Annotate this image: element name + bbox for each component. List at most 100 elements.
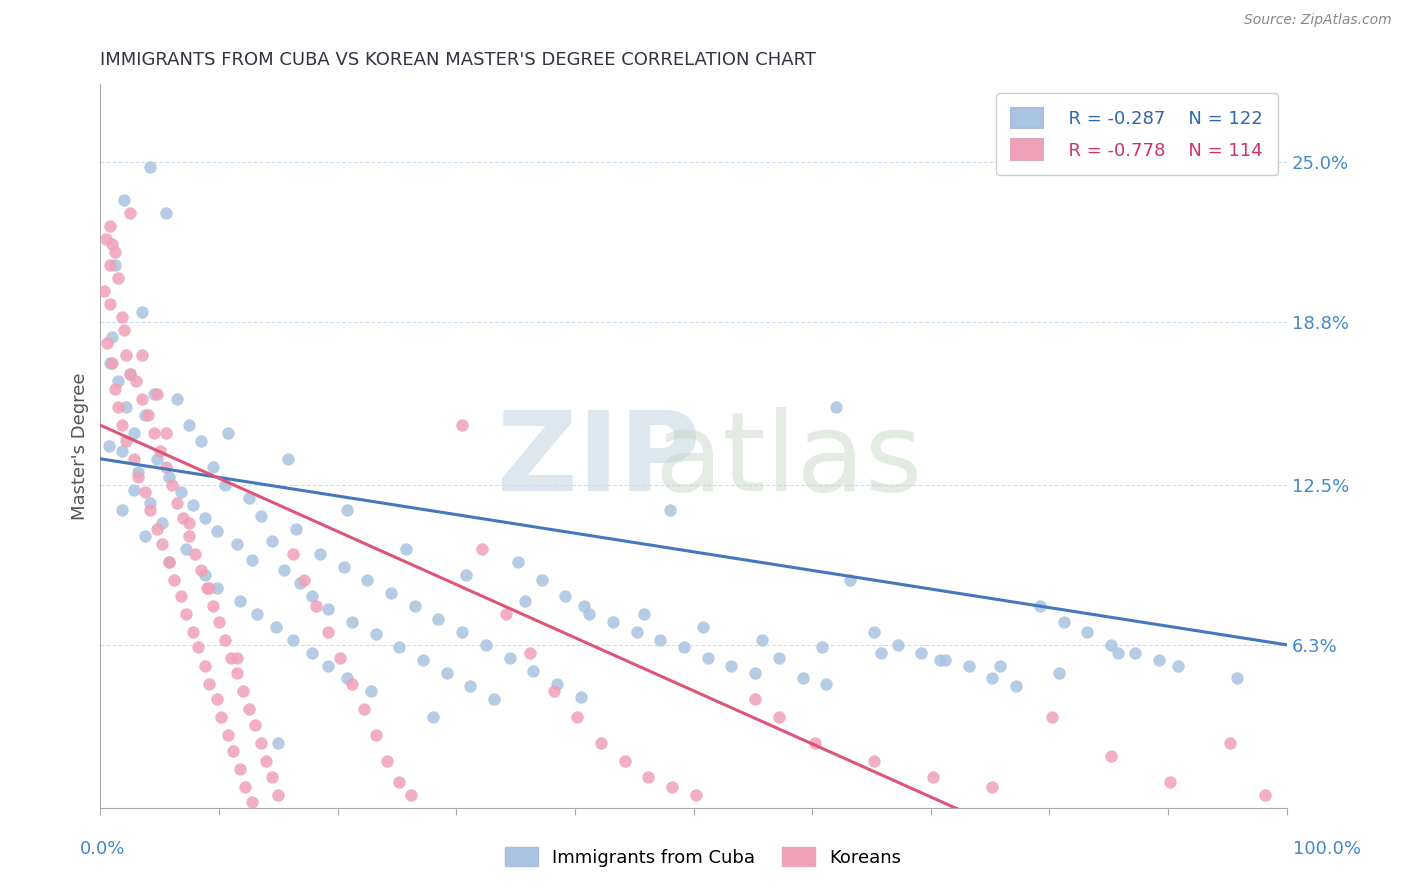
Point [225,650,247,665]
Point [1053,615,1076,629]
Point [198,581,221,595]
Point [139,496,162,510]
Point [281,632,304,647]
Point [190,434,212,448]
Point [170,589,193,603]
Point [222,744,245,758]
Point [160,477,183,491]
Point [792,672,814,686]
Point [118,206,141,220]
Point [218,425,240,440]
Point [751,632,773,647]
Point [1040,710,1063,724]
Point [340,615,363,629]
Point [157,470,180,484]
Point [484,692,506,706]
Point [720,658,742,673]
Point [267,736,290,750]
Point [96,232,118,246]
Point [1254,788,1277,802]
Point [267,788,290,802]
Point [93,284,115,298]
Point [136,408,159,422]
Point [195,581,218,595]
Point [107,400,129,414]
Point [194,568,217,582]
Point [264,620,287,634]
Point [181,624,204,639]
Point [498,650,520,665]
Point [103,245,125,260]
Point [454,568,477,582]
Point [506,555,529,569]
Point [170,485,193,500]
Point [240,796,263,810]
Point [139,503,162,517]
Point [1159,774,1181,789]
Point [127,465,149,479]
Point [578,607,600,621]
Point [256,754,278,768]
Point [364,627,387,641]
Point [1047,666,1070,681]
Point [658,503,681,517]
Point [174,607,197,621]
Point [1005,679,1028,693]
Point [125,374,148,388]
Point [1076,624,1098,639]
Point [155,459,177,474]
Point [194,511,217,525]
Point [163,573,186,587]
Point [249,736,271,750]
Point [202,459,225,474]
Point [471,542,494,557]
Text: atlas: atlas [654,407,922,514]
Point [1107,646,1129,660]
Point [111,310,134,324]
Point [281,548,304,562]
Point [673,640,696,655]
Point [301,646,323,660]
Point [208,615,231,629]
Point [202,599,225,613]
Point [685,788,707,802]
Point [1167,658,1189,673]
Point [380,586,402,600]
Point [316,658,339,673]
Point [112,323,135,337]
Point [399,788,422,802]
Point [209,710,232,724]
Point [1226,672,1249,686]
Point [134,408,156,422]
Point [395,542,418,557]
Point [184,548,207,562]
Point [98,297,121,311]
Point [1099,638,1122,652]
Point [1219,736,1241,750]
Point [626,624,648,639]
Point [522,664,544,678]
Point [214,632,236,647]
Point [1123,646,1146,660]
Point [602,615,624,629]
Point [205,692,228,706]
Point [569,690,592,704]
Point [166,496,188,510]
Point [294,573,316,587]
Point [661,780,683,794]
Point [146,451,169,466]
Point [768,650,790,665]
Point [1029,599,1052,613]
Point [422,710,444,724]
Point [187,640,209,655]
Point [589,736,612,750]
Point [451,624,474,639]
Point [214,477,236,491]
Point [225,537,247,551]
Point [115,400,138,414]
Point [229,594,252,608]
Point [122,451,145,466]
Point [98,258,121,272]
Point [863,754,886,768]
Point [922,770,945,784]
